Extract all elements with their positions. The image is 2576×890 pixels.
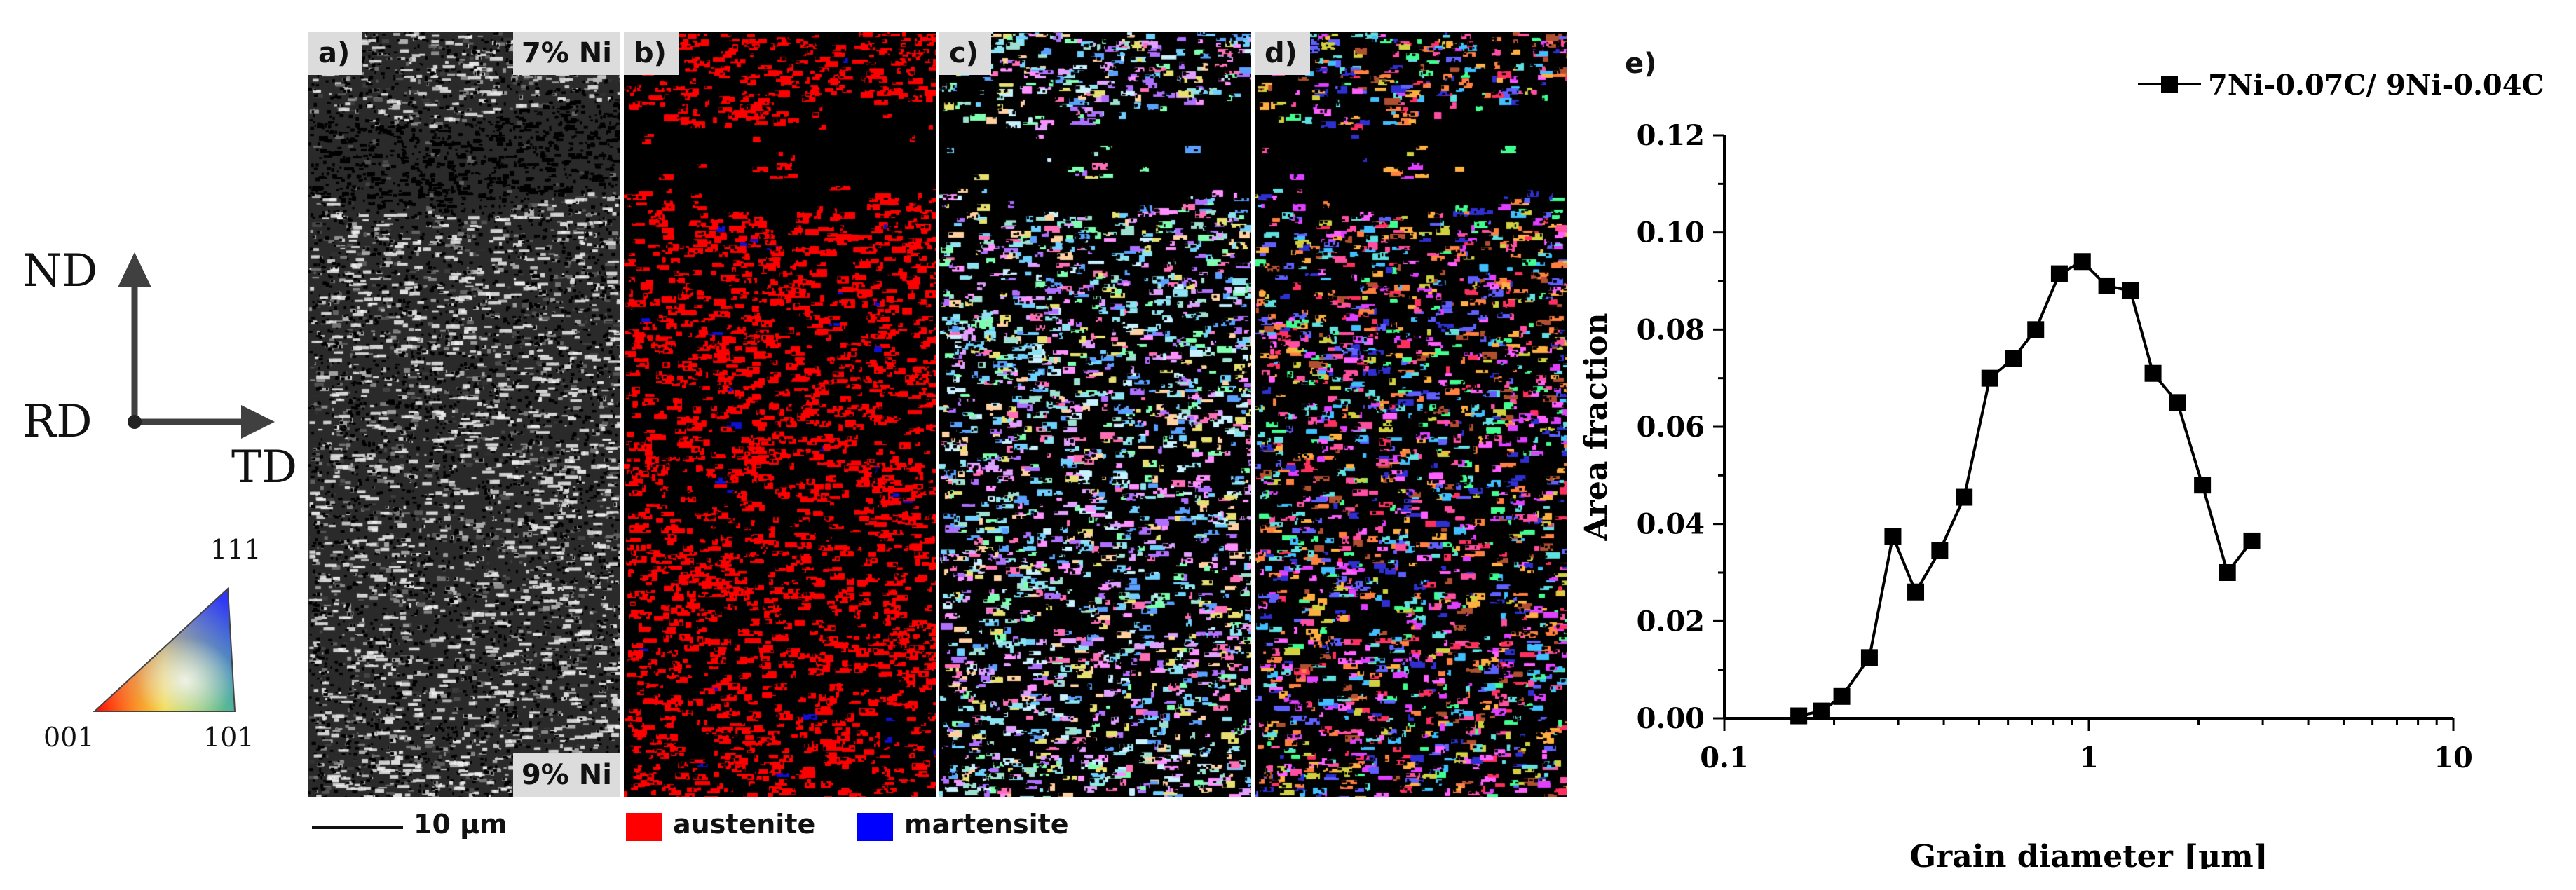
panel-b-label: b): [624, 32, 679, 75]
x-axis-label: Grain diameter [µm]: [1909, 839, 2268, 869]
data-point-marker: [2243, 532, 2261, 549]
austenite-swatch: [626, 813, 662, 841]
data-point-marker: [2169, 394, 2186, 411]
data-point-marker: [2219, 564, 2236, 581]
data-point-marker: [1813, 702, 1830, 720]
x-tick-label: 0.1: [1700, 741, 1749, 774]
panel-d-grain-map: d): [1255, 32, 1567, 797]
panel-a-band-contrast: a) 7% Ni 9% Ni: [308, 32, 620, 797]
data-point-marker: [2027, 321, 2045, 338]
data-point-marker: [1884, 528, 1902, 545]
rd-label: RD: [22, 396, 93, 448]
y-tick-label: 0.12: [1637, 119, 1705, 152]
data-point-marker: [2144, 364, 2162, 382]
panel-a-ni-bottom-label: 9% Ni: [512, 753, 620, 797]
data-point-marker: [2050, 265, 2068, 282]
martensite-legend-label: martensite: [904, 809, 1069, 840]
grain-size-chart: 0.00 0.02 0.04 0.06 0.08 0.10 0.12 0.1 1 10 Grain …: [1579, 69, 2544, 869]
ipf-label-101: 101: [203, 722, 254, 753]
legend-marker: [2161, 76, 2178, 93]
y-tick-label: 0.08: [1637, 313, 1705, 346]
data-point-marker: [1907, 583, 1925, 601]
td-label: TD: [231, 441, 297, 493]
data-point-marker: [2073, 253, 2091, 271]
panel-c-ipf-map: c): [939, 32, 1251, 797]
data-point-marker: [2194, 477, 2212, 494]
panel-d-label: d): [1255, 32, 1310, 75]
data-point-marker: [1790, 707, 1808, 725]
y-tick-label: 0.02: [1637, 605, 1705, 638]
scale-bar-line: [312, 826, 403, 829]
panel-b-phase-map: b): [624, 32, 936, 797]
scale-bar-label: 10 µm: [414, 809, 507, 840]
series-line: [1798, 259, 2254, 718]
data-point-marker: [2005, 350, 2022, 367]
data-point-marker: [1931, 542, 1949, 559]
origin-dot: [128, 415, 142, 429]
data-point-marker: [1981, 369, 1998, 387]
ipf-color-key: [93, 587, 236, 712]
x-tick-label: 10: [2434, 741, 2473, 774]
ipf-label-001: 001: [43, 722, 95, 753]
data-point-marker: [1833, 687, 1851, 705]
data-point-marker: [2098, 277, 2115, 294]
panel-a-ni-top-label: 7% Ni: [512, 32, 620, 75]
y-tick-label: 0.06: [1637, 411, 1705, 444]
td-arrow-head: [241, 405, 275, 439]
data-point-marker: [1860, 649, 1878, 666]
ipf-label-111: 111: [210, 534, 261, 565]
data-point-marker: [2122, 282, 2139, 299]
martensite-swatch: [857, 813, 893, 841]
data-point-marker: [1956, 488, 1973, 506]
y-tick-label: 0.04: [1637, 508, 1705, 541]
y-tick-label: 0.10: [1637, 217, 1705, 249]
nd-label: ND: [22, 245, 98, 297]
legend-label: 7Ni-0.07C/ 9Ni-0.04C: [2208, 69, 2544, 102]
coordinate-axes-diagram: [118, 252, 275, 439]
y-axis-label: Area fraction: [1579, 313, 1614, 542]
x-tick-label: 1: [2079, 741, 2099, 774]
panel-c-label: c): [939, 32, 991, 75]
y-tick-label: 0.00: [1637, 702, 1705, 735]
nd-arrow-head: [118, 252, 151, 287]
panel-e-label: e): [1625, 48, 1657, 80]
panel-a-label: a): [308, 32, 363, 75]
austenite-legend-label: austenite: [673, 809, 816, 840]
